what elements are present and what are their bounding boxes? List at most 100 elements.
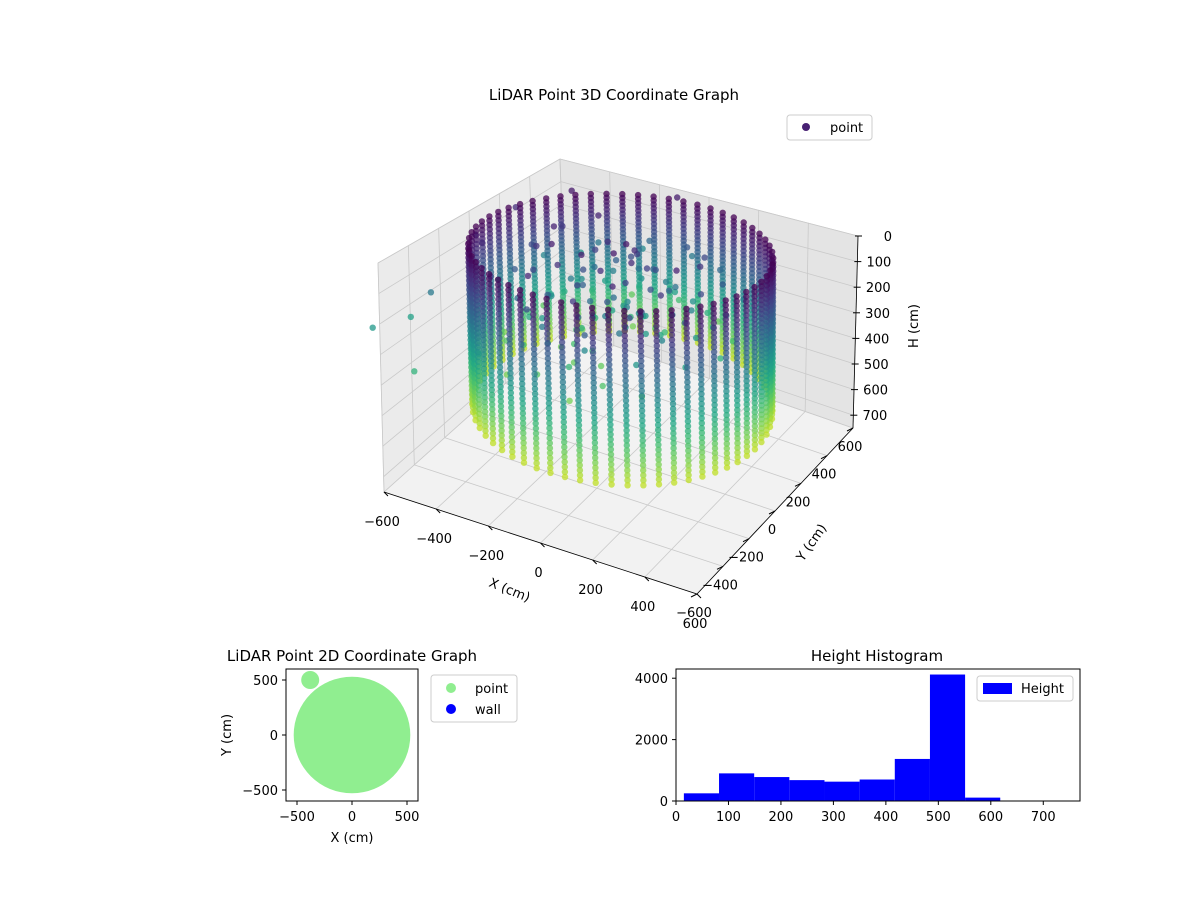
data-point	[763, 386, 770, 393]
data-point	[622, 362, 629, 369]
data-point	[495, 286, 502, 293]
data-point	[683, 334, 690, 342]
data-point	[698, 424, 705, 432]
data-point	[605, 351, 613, 358]
data-point	[605, 346, 613, 353]
data-point	[561, 448, 568, 456]
data-point	[669, 385, 676, 393]
data-point	[580, 266, 587, 273]
data-point	[722, 349, 730, 357]
data-point	[558, 314, 565, 321]
data-point	[697, 263, 704, 270]
data-point	[723, 464, 731, 471]
data-point	[733, 373, 741, 381]
data-point	[546, 454, 554, 462]
data-point	[509, 453, 516, 460]
data-point	[710, 315, 717, 322]
data-point	[751, 334, 758, 342]
data-point	[473, 278, 480, 285]
data-point	[607, 441, 614, 448]
data-point	[734, 449, 741, 456]
data-point	[622, 279, 629, 287]
data-point	[487, 333, 494, 341]
z-tick-label: 100	[867, 256, 892, 271]
data-point	[668, 312, 675, 319]
data-point	[637, 347, 645, 355]
x-tick-label: 500	[926, 810, 951, 825]
histogram-legend-swatch	[983, 683, 1012, 694]
data-point	[519, 395, 526, 402]
data-point	[711, 377, 718, 385]
data-point	[763, 340, 770, 348]
data-point	[482, 418, 489, 425]
data-point	[733, 331, 741, 338]
data-point	[639, 432, 646, 439]
data-point	[473, 282, 480, 290]
data-point	[743, 448, 751, 455]
data-point	[670, 435, 677, 442]
data-point	[733, 321, 740, 328]
x-tick-label: 400	[630, 600, 655, 615]
data-point	[489, 430, 497, 437]
data-point	[684, 374, 691, 381]
data-point	[497, 408, 505, 415]
data-point	[723, 373, 730, 380]
data-point	[711, 445, 719, 452]
data-point	[758, 384, 765, 391]
data-point	[698, 429, 706, 437]
z-tick-label: 300	[865, 307, 890, 322]
data-point	[723, 426, 730, 433]
data-point	[607, 431, 614, 438]
data-point	[751, 371, 758, 379]
z-tick-label: 0	[884, 230, 892, 245]
x-axis-line	[383, 491, 698, 595]
data-point	[734, 421, 741, 428]
x-tick-label: 0	[534, 566, 542, 581]
data-point	[733, 378, 741, 385]
chart-3d-legend-marker	[802, 123, 810, 131]
data-point	[710, 339, 718, 346]
data-point	[560, 418, 567, 426]
histogram-axes-frame	[675, 668, 1081, 802]
data-point	[591, 439, 599, 446]
data-point	[722, 301, 729, 309]
data-point	[545, 410, 553, 417]
data-point	[507, 360, 514, 367]
data-point	[758, 429, 765, 437]
data-point	[684, 403, 691, 410]
chart-2d: LiDAR Point 2D Coordinate Graph −500−500…	[220, 647, 518, 846]
data-point	[758, 296, 765, 304]
data-point	[560, 433, 568, 441]
chart-2d-title: LiDAR Point 2D Coordinate Graph	[227, 647, 477, 665]
data-point	[616, 330, 623, 337]
data-point	[591, 449, 599, 456]
data-point	[530, 306, 537, 313]
data-point	[475, 368, 482, 375]
data-point	[684, 383, 691, 391]
data-point	[518, 336, 525, 343]
data-point	[719, 281, 726, 288]
data-point	[520, 439, 527, 447]
x-tick	[644, 576, 650, 582]
data-point	[723, 402, 730, 409]
histogram-bar	[683, 793, 720, 801]
data-point	[479, 322, 487, 329]
data-point	[758, 416, 765, 423]
data-point	[481, 399, 488, 406]
x-tick-label: 600	[978, 810, 1003, 825]
data-point	[710, 353, 718, 360]
data-point	[561, 443, 568, 451]
data-point	[573, 312, 580, 319]
data-point	[606, 391, 613, 398]
data-point	[622, 392, 630, 399]
data-point	[473, 287, 480, 294]
data-point	[558, 334, 566, 341]
data-point	[670, 459, 678, 467]
data-point	[545, 400, 553, 407]
data-point	[478, 279, 486, 286]
data-point	[763, 327, 770, 334]
data-point	[476, 410, 483, 417]
data-point	[623, 437, 630, 444]
data-point	[574, 342, 581, 349]
data-point	[723, 411, 730, 419]
